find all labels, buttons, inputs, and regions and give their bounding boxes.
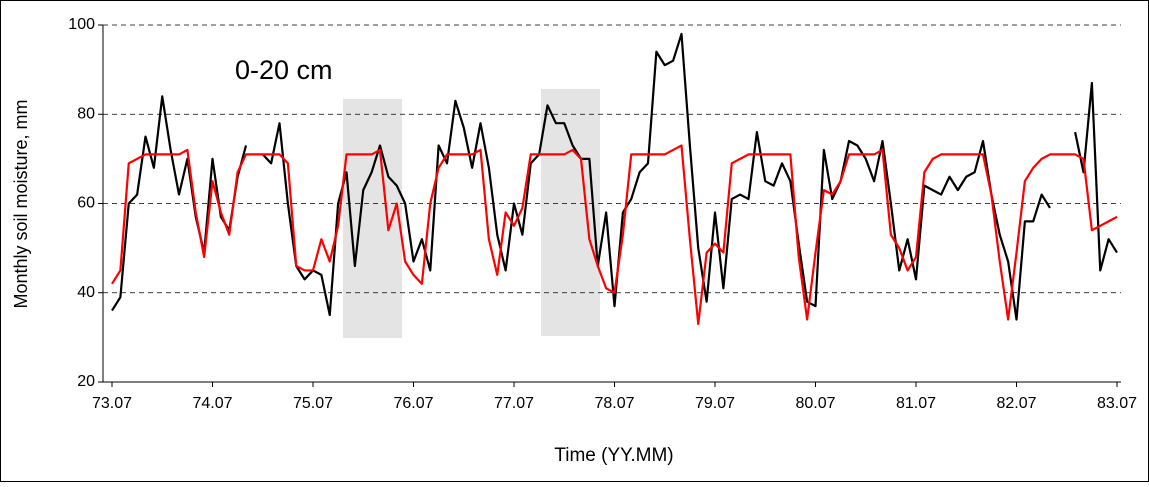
annotation: 0-20 cm [235,55,333,85]
x-tick-label: 80.07 [795,395,835,412]
missing-data-shade [541,89,600,336]
x-tick-label: 76.07 [393,395,433,412]
x-tick-label: 75.07 [293,395,333,412]
y-tick-label: 100 [68,16,95,33]
y-tick-label: 80 [77,105,95,122]
x-tick-label: 81.07 [896,395,936,412]
x-tick-label: 77.07 [494,395,534,412]
x-tick-label: 78.07 [594,395,634,412]
x-tick-label: 73.07 [92,395,132,412]
x-axis-label: Time (YY.MM) [554,445,673,466]
series-line [111,144,1118,326]
y-axis-label: Monthly soil moisture, mm [11,99,31,308]
y-tick-label: 40 [77,284,95,301]
x-tick-label: 82.07 [996,395,1036,412]
y-tick-label: 20 [77,373,95,390]
x-tick-label: 74.07 [192,395,232,412]
x-tick-label: 83.07 [1097,395,1137,412]
x-tick-label: 79.07 [695,395,735,412]
y-tick-label: 60 [77,195,95,212]
